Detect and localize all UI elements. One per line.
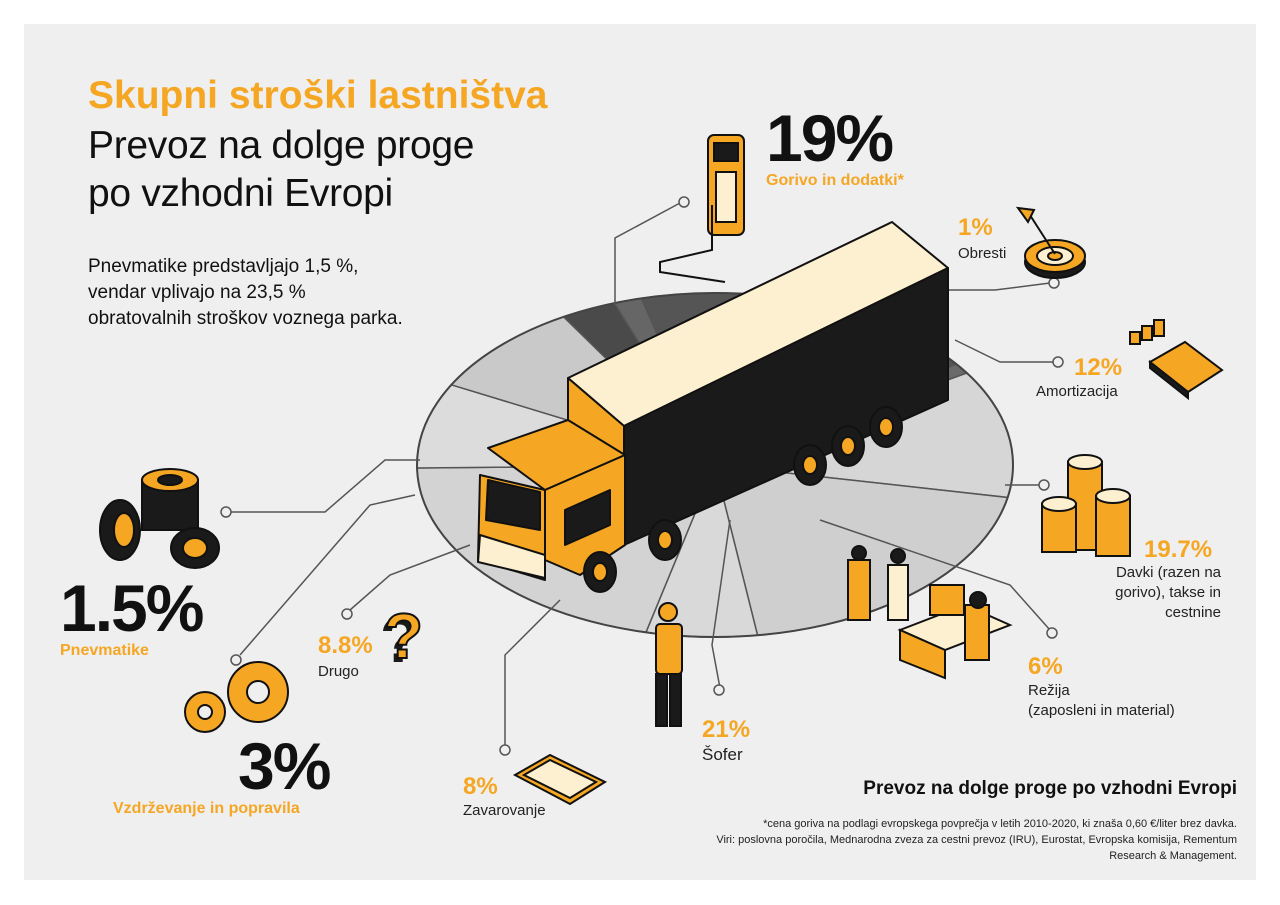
footer-heading: Prevoz na dolge proge po vzhodni Evropi bbox=[863, 778, 1237, 799]
leader-interest bbox=[940, 282, 1051, 291]
fuel-label: Gorivo in dodatki* bbox=[766, 172, 904, 189]
driver-percent: 21% bbox=[702, 716, 751, 743]
tyres-percent: 1.5% bbox=[60, 571, 204, 645]
note-line-1: Pnevmatike predstavljajo 1,5 %, bbox=[88, 256, 359, 277]
interest-label: Obresti bbox=[958, 245, 1007, 262]
interest-percent: 1% bbox=[958, 214, 993, 241]
taxes-label-line-1: Davki (razen na bbox=[1115, 564, 1221, 581]
pie-rim bbox=[416, 292, 1014, 638]
calculator-icon bbox=[1129, 319, 1224, 401]
overhead-percent: 6% bbox=[1028, 653, 1063, 680]
driver-icon bbox=[655, 602, 683, 727]
leader-maintenance bbox=[239, 494, 416, 656]
driver-label: Šofer bbox=[702, 745, 743, 764]
sources-line-1: Viri: poslovna poročila, Mednarodna zvez… bbox=[716, 834, 1237, 846]
maintenance-percent: 3% bbox=[238, 729, 331, 803]
leader-dots bbox=[220, 196, 1064, 756]
depreciation-percent: 12% bbox=[1074, 354, 1123, 381]
insurance-percent: 8% bbox=[463, 773, 498, 800]
office-staff-icon bbox=[847, 545, 1013, 680]
leader-tyres bbox=[230, 459, 420, 513]
subtitle-line-2: po vzhodni Evropi bbox=[88, 172, 393, 215]
tyre-stack-icon bbox=[99, 468, 220, 569]
other-percent: 8.8% bbox=[318, 632, 373, 659]
svg-text:?: ? bbox=[380, 604, 419, 676]
leader-driver bbox=[711, 519, 731, 689]
sources-line-2: Research & Management. bbox=[1109, 850, 1237, 862]
taxes-percent: 19.7% bbox=[1144, 536, 1213, 563]
tyres-label: Pnevmatike bbox=[60, 642, 149, 659]
overhead-label-line-1: Režija bbox=[1028, 682, 1070, 699]
coin-stacks-icon bbox=[1041, 454, 1131, 557]
gears-icon bbox=[184, 661, 289, 733]
other-label: Drugo bbox=[318, 663, 359, 680]
leader-other bbox=[349, 544, 471, 611]
truck-illustration bbox=[477, 221, 949, 593]
footnote-line-1: *cena goriva na podlagi evropskega povpr… bbox=[763, 818, 1237, 830]
question-mark-icon: ? ? bbox=[380, 599, 424, 676]
page-title: Skupni stroški lastništva bbox=[88, 74, 548, 117]
maintenance-label: Vzdrževanje in popravila bbox=[113, 800, 300, 817]
subtitle-line-1: Prevoz na dolge proge bbox=[88, 124, 475, 167]
taxes-label-line-3: cestnine bbox=[1165, 604, 1221, 621]
taxes-label-line-2: gorivo), takse in bbox=[1115, 584, 1221, 601]
depreciation-label: Amortizacija bbox=[1036, 383, 1118, 400]
leader-overhead bbox=[819, 519, 1051, 631]
note-line-2: vendar vplivajo na 23,5 % bbox=[88, 282, 306, 303]
leader-insurance bbox=[504, 599, 561, 745]
leader-fuel bbox=[614, 202, 681, 305]
note-line-3: obratovalnih stroškov voznega parka. bbox=[88, 308, 403, 329]
certificate-icon bbox=[512, 753, 608, 806]
insurance-label: Zavarovanje bbox=[463, 802, 546, 819]
leader-lines bbox=[230, 202, 1055, 745]
leader-depreciation bbox=[954, 339, 1055, 363]
dartboard-icon bbox=[1015, 206, 1086, 279]
fuel-pump-icon bbox=[659, 134, 745, 283]
svg-text:?: ? bbox=[384, 600, 423, 672]
overhead-label-line-2: (zaposleni in material) bbox=[1028, 702, 1175, 719]
fuel-percent: 19% bbox=[766, 101, 894, 175]
